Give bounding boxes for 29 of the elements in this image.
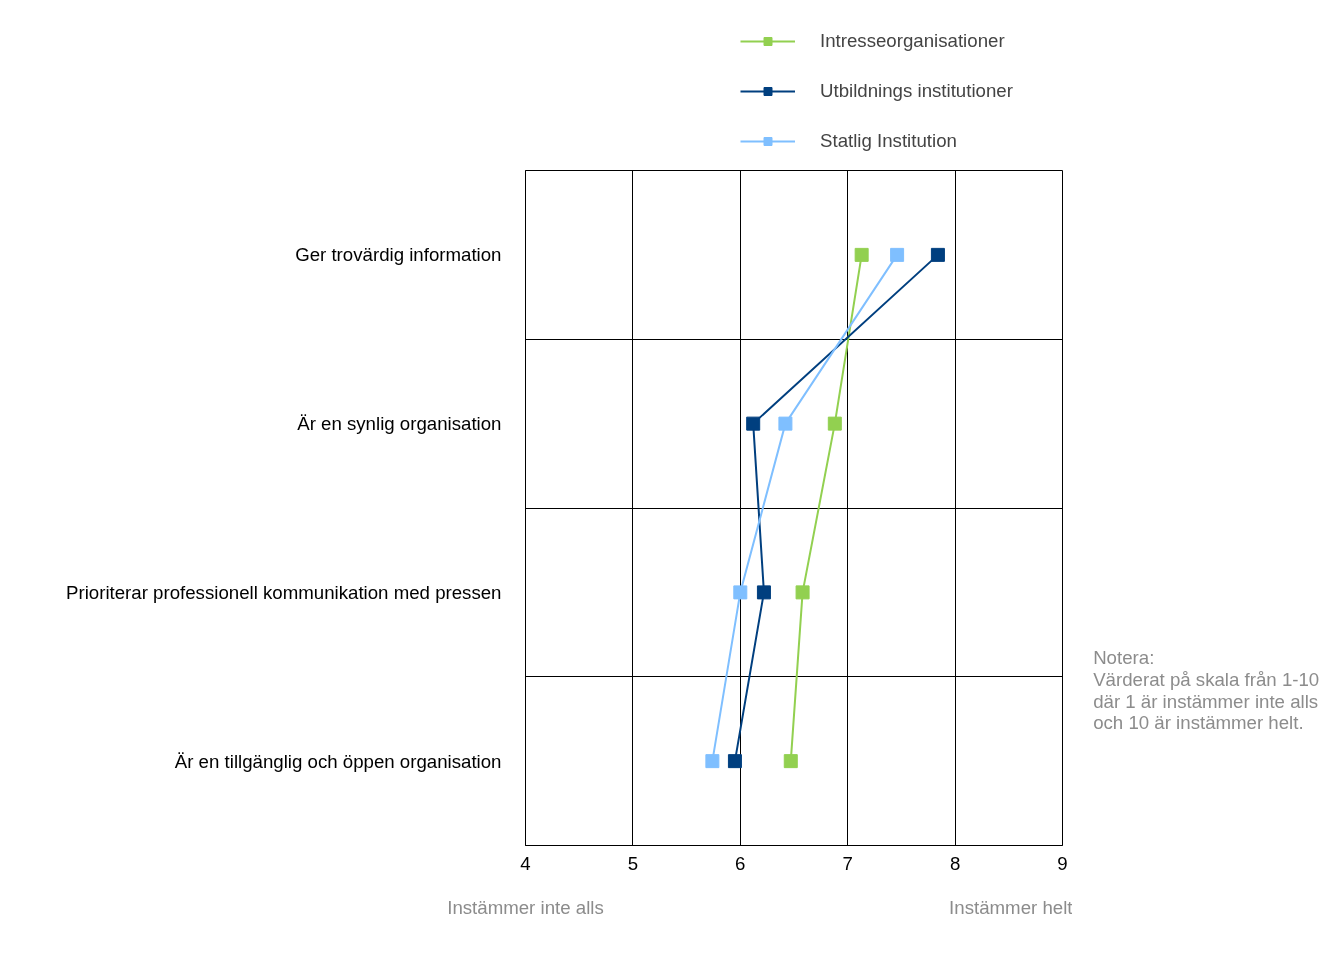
point — [854, 247, 869, 262]
text: Instämmer inte alls — [447, 896, 604, 918]
point — [778, 416, 793, 431]
x-tick-label: 7 — [842, 852, 853, 874]
point — [827, 416, 842, 431]
legend-label: Intresseorganisationer — [820, 30, 1005, 52]
x-tick-label: 8 — [949, 852, 961, 874]
point — [733, 585, 748, 600]
point — [795, 585, 810, 600]
legend-label: Utbildnings institutioner — [820, 80, 1013, 102]
point — [756, 585, 771, 600]
point — [930, 247, 945, 262]
point — [783, 754, 798, 769]
x-tick-label: 5 — [627, 852, 639, 874]
point — [705, 754, 720, 769]
text: Värderat på skala från 1-10 där 1 är instämmer inte alls och 10 är instämmer helt. — [1093, 668, 1320, 734]
y-tick-label: Är en tillgänglig och öppen organisation — [174, 750, 502, 772]
x-tick-label: 6 — [735, 852, 746, 874]
x-tick-label: 9 — [1057, 852, 1068, 874]
y-tick-label: Ger trovärdig information — [295, 244, 502, 266]
legend-label: Statlig Institution — [820, 130, 957, 152]
point — [727, 754, 742, 769]
point — [746, 416, 761, 431]
text: Instämmer helt — [949, 896, 1074, 918]
text: Notera: — [1093, 647, 1155, 669]
x-tick-label: 4 — [520, 852, 531, 874]
y-tick-label: Är en synlig organisation — [297, 413, 502, 435]
point — [890, 247, 905, 262]
y-tick-label: Prioriterar professionell kommunikation med pressen — [66, 581, 502, 603]
